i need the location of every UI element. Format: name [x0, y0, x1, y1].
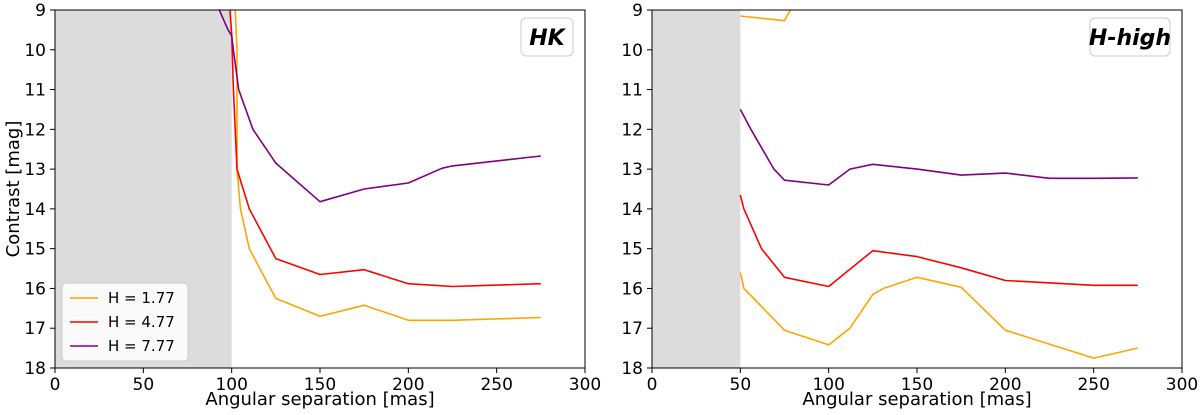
y-tick-label: 10: [24, 41, 46, 61]
y-axis-label: Contrast [mag]: [3, 121, 24, 258]
x-tick-label: 250: [1077, 375, 1109, 395]
y-tick-label: 13: [24, 160, 46, 180]
y-tick-label: 15: [621, 240, 643, 260]
chart-panel-h-high: 0 50 100 150 200 250 300 9 10 11 12 13 14 15 16 17 18 Ang…: [621, 1, 1198, 410]
chart-panel-hk: 0 50 100 150 200 250 300 9 10 11 12 13 14 15 16 17 18 Ang…: [3, 1, 601, 410]
y-tick-label: 17: [621, 319, 643, 339]
x-tick-label: 50: [730, 375, 752, 395]
x-axis-label: Angular separation [mas]: [205, 389, 434, 410]
y-tick-label: 11: [24, 81, 46, 101]
y-tick-label: 11: [621, 81, 643, 101]
panel-tag-box: [1089, 17, 1171, 57]
x-tick-label: 250: [480, 375, 512, 395]
plot-area: [218, 10, 541, 322]
series-line-1-part-2: [739, 272, 1138, 359]
y-tick-label: 18: [24, 359, 46, 379]
x-tick-label: 100: [812, 375, 844, 395]
x-tick-label: 150: [304, 375, 336, 395]
x-tick-label: 300: [569, 375, 601, 395]
panel-tag-box: [520, 17, 574, 57]
legend: H = 1.77 H = 4.77 H = 7.77: [61, 282, 189, 362]
series-line-3: [218, 10, 541, 203]
y-tick-label: 14: [621, 200, 643, 220]
y-tick-label: 18: [621, 359, 643, 379]
plot-area: [739, 10, 1138, 359]
x-tick-label: 300: [1166, 375, 1198, 395]
y-tick-label: 12: [24, 120, 46, 140]
legend-entry-1: H = 1.77: [108, 289, 175, 307]
x-tick-label: 0: [647, 375, 658, 395]
legend-box: [61, 282, 189, 362]
y-tick-label: 10: [621, 41, 643, 61]
y-tick-label: 12: [621, 120, 643, 140]
x-tick-label: 150: [901, 375, 933, 395]
y-tick-label: 13: [621, 160, 643, 180]
excluded-region: [652, 10, 741, 368]
series-line-2: [229, 10, 541, 288]
y-tick-label: 16: [24, 279, 46, 299]
y-tick-label: 15: [24, 240, 46, 260]
x-tick-label: 50: [133, 375, 155, 395]
series-line-2: [739, 194, 1138, 288]
x-tick-label: 100: [215, 375, 247, 395]
panel-tag: H-high: [1089, 26, 1171, 51]
legend-entry-3: H = 7.77: [108, 337, 175, 355]
y-tick-label: 16: [621, 279, 643, 299]
x-tick-label: 0: [50, 375, 61, 395]
legend-entry-2: H = 4.77: [108, 313, 175, 331]
x-axis-label: Angular separation [mas]: [802, 389, 1031, 410]
series-line-1: [234, 10, 541, 322]
y-tick-label: 9: [632, 1, 643, 21]
x-tick-label: 200: [392, 375, 424, 395]
series-line-3: [739, 109, 1138, 186]
y-tick-label: 14: [24, 200, 46, 220]
series-line-1-part-1: [740, 10, 792, 22]
y-tick-label: 9: [35, 1, 46, 21]
y-tick-label: 17: [24, 319, 46, 339]
x-tick-label: 200: [989, 375, 1021, 395]
panel-tag: HK: [529, 26, 566, 51]
